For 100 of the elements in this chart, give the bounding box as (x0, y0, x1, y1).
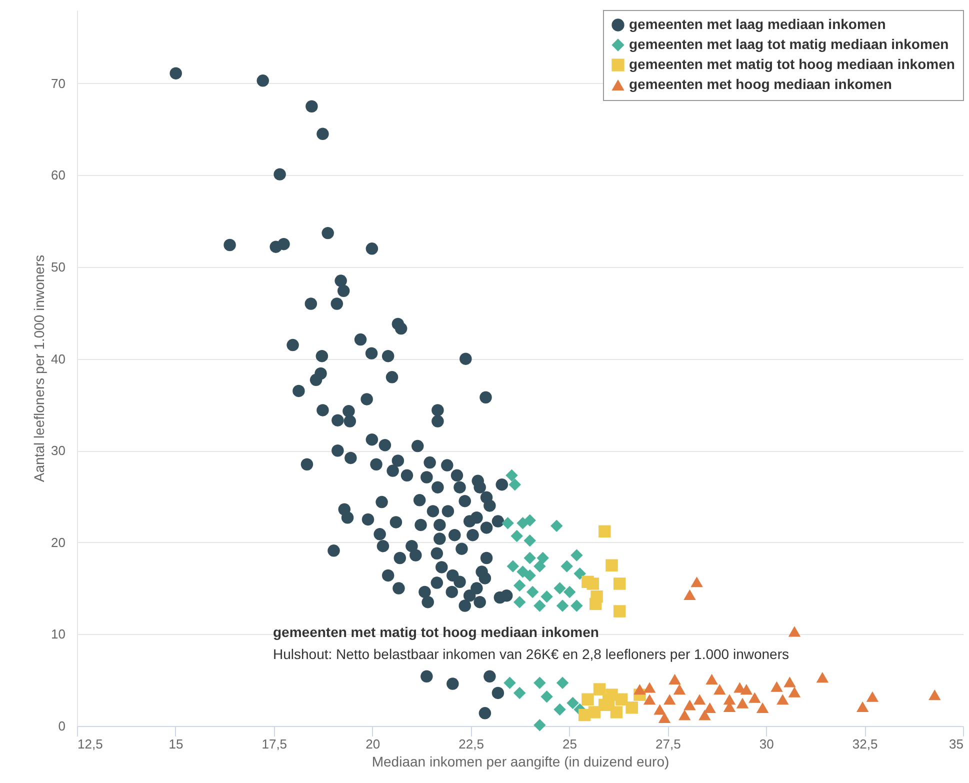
point (570, 549, 583, 562)
point (698, 710, 711, 720)
x-tick-label: 25 (562, 736, 577, 752)
point (788, 686, 801, 698)
point (524, 514, 536, 527)
x-axis-title: Mediaan inkomen per aangifte (in duizend euro) (372, 754, 670, 770)
point (606, 559, 618, 572)
point (704, 702, 716, 713)
point (634, 684, 646, 695)
point (643, 682, 656, 693)
point (626, 702, 638, 714)
x-tick-label: 15 (168, 736, 184, 752)
y-tick-label: 40 (51, 351, 66, 366)
point (540, 590, 553, 603)
point (602, 694, 615, 706)
point (643, 694, 656, 705)
point (866, 691, 879, 702)
point (776, 694, 789, 705)
y-tick-label: 20 (51, 534, 66, 550)
y-tick-label: 30 (51, 443, 66, 458)
legend-label: gemeenten met matig tot hoog mediaan inkomen (629, 56, 955, 72)
annotation: Hulshout: Netto belastbaar inkomen van 26K€ en 2,8 leefloners per 1.000 inwoners (273, 646, 789, 662)
point (784, 676, 796, 688)
point (706, 674, 718, 684)
point (664, 694, 676, 705)
point (563, 586, 576, 598)
point (566, 696, 579, 710)
point (534, 676, 546, 689)
point (748, 692, 761, 703)
point (550, 520, 563, 532)
point (654, 704, 666, 715)
x-tick-label: 12,5 (78, 736, 103, 752)
point (510, 530, 523, 542)
point (534, 560, 546, 572)
x-tick-label: 17,5 (262, 736, 288, 752)
y-tick-label: 10 (51, 626, 66, 642)
legend-label: gemeenten met hoog mediaan inkomen (629, 76, 892, 92)
point (574, 567, 586, 580)
point (516, 566, 529, 578)
point (556, 676, 569, 689)
point (756, 702, 769, 713)
x-tick-label: 35 (949, 736, 964, 752)
point (506, 469, 518, 482)
point (770, 681, 783, 692)
point (678, 710, 691, 720)
point (556, 600, 569, 612)
point (673, 684, 686, 695)
point (513, 686, 526, 700)
point (524, 569, 536, 582)
point (513, 596, 526, 608)
point (788, 626, 801, 637)
point (690, 576, 703, 588)
point (570, 600, 583, 612)
point (928, 689, 941, 700)
point (506, 560, 520, 572)
point (554, 582, 566, 594)
point (723, 694, 736, 705)
point (504, 676, 516, 689)
point (658, 712, 671, 724)
point (614, 605, 626, 618)
point (554, 703, 566, 716)
point (534, 600, 546, 612)
y-tick-label: 0 (58, 718, 66, 734)
point (502, 517, 514, 530)
point (524, 534, 536, 547)
x-tick-label: 22,5 (458, 736, 484, 752)
point (598, 525, 611, 538)
point (684, 589, 696, 600)
point (578, 708, 591, 722)
point (536, 552, 549, 564)
point (615, 693, 628, 706)
point (560, 560, 573, 572)
point (736, 698, 749, 708)
point (614, 578, 626, 590)
point (513, 579, 526, 592)
point (582, 693, 594, 706)
point (693, 694, 706, 705)
x-tick-label: 30 (759, 736, 774, 752)
point (610, 706, 623, 718)
point (589, 598, 602, 610)
x-tick-label: 20 (366, 736, 380, 752)
annotation: gemeenten met matig tot hoog mediaan inkomen (273, 624, 599, 640)
point (508, 478, 522, 491)
point (524, 552, 536, 564)
y-tick-label: 60 (51, 168, 66, 183)
point (534, 718, 546, 732)
x-tick-label: 27,5 (656, 736, 681, 752)
point (526, 586, 539, 598)
legend-label: gemeenten met laag tot matig mediaan inkomen (629, 36, 949, 52)
point (816, 672, 829, 683)
point (586, 578, 599, 590)
x-tick-label: 32,5 (852, 736, 878, 752)
point (714, 684, 726, 695)
y-tick-label: 70 (51, 76, 66, 91)
y-axis-title: Aantal leefloners per 1.000 inwoners (31, 254, 48, 482)
point (856, 701, 869, 712)
point (740, 684, 753, 695)
y-tick-label: 50 (51, 260, 66, 275)
point (593, 683, 606, 696)
point (684, 700, 696, 710)
